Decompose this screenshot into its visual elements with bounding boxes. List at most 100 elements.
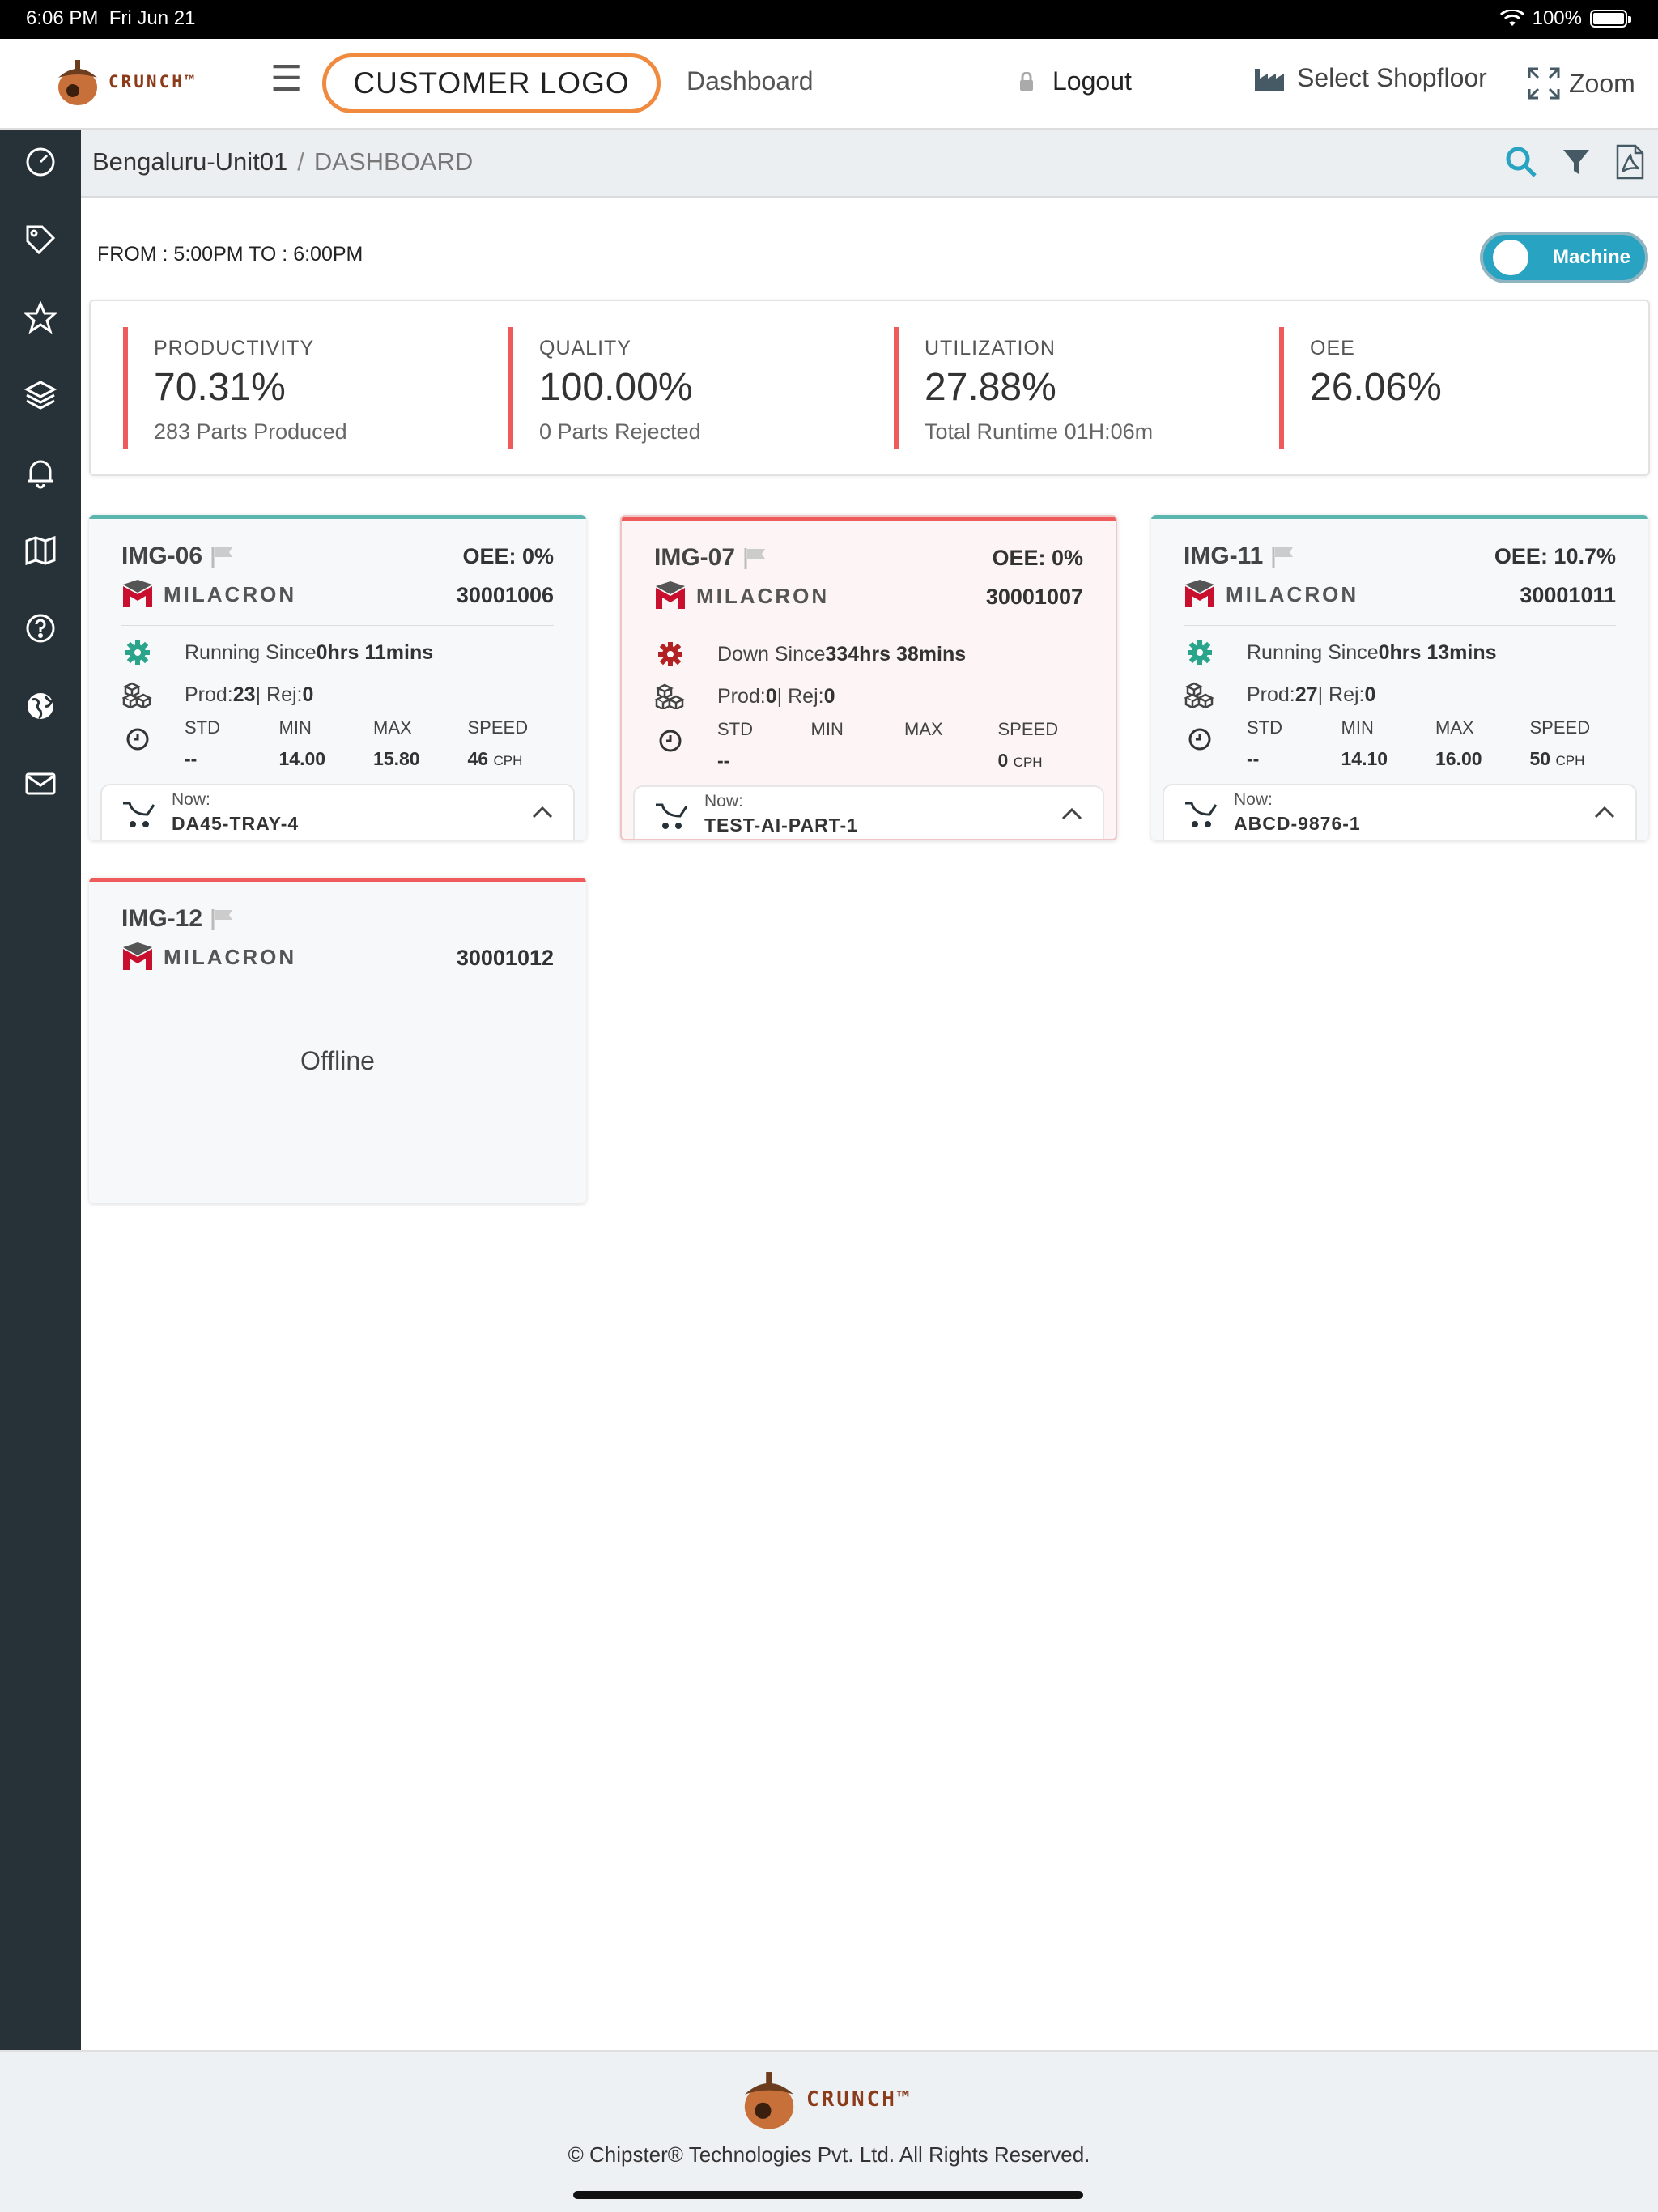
search-icon[interactable]: [1504, 145, 1538, 179]
machine-name: IMG-12: [121, 905, 235, 933]
kpi-sub: 0 Parts Rejected: [539, 419, 701, 444]
machine-status: Running Since 0hrs 13mins: [1184, 640, 1616, 666]
acorn-logo-icon: [58, 60, 97, 105]
toggle-label: Machine: [1553, 246, 1631, 268]
menu-hamburger-icon[interactable]: ☰: [270, 59, 303, 99]
brand-name: CRUNCH™: [108, 72, 198, 91]
footer: CRUNCH™ © Chipster® Technologies Pvt. Lt…: [0, 2050, 1658, 2212]
offline-status: Offline: [300, 1046, 375, 1075]
pdf-icon[interactable]: [1614, 144, 1645, 180]
bell-icon[interactable]: [21, 453, 60, 492]
toolbar: [1504, 144, 1645, 180]
breadcrumb-bar: Bengaluru-Unit01 / DASHBOARD: [81, 130, 1658, 198]
map-icon[interactable]: [21, 531, 60, 570]
flag-icon[interactable]: [743, 547, 767, 569]
current-part-panel[interactable]: Now: DA45-TRAY-4: [100, 784, 575, 840]
tag-icon[interactable]: [21, 220, 60, 259]
breadcrumb-current: DASHBOARD: [313, 147, 474, 176]
kpi-title: QUALITY: [539, 337, 631, 359]
maker-logo: MILACRON: [1184, 580, 1358, 609]
lock-icon: [1020, 71, 1033, 91]
clock-icon: [659, 730, 682, 752]
home-indicator[interactable]: [573, 2191, 1083, 2199]
boxes-icon: [122, 682, 152, 708]
machine-name: IMG-11: [1184, 542, 1295, 570]
help-icon[interactable]: [21, 609, 60, 648]
gear-icon: [658, 642, 682, 666]
machine-oee: OEE: 0%: [992, 546, 1083, 570]
copyright: © Chipster® Technologies Pvt. Ltd. All R…: [568, 2142, 1090, 2167]
zoom-button[interactable]: Zoom: [1527, 66, 1635, 100]
kpi-value: 26.06%: [1310, 366, 1442, 409]
status-bar: 6:06 PM Fri Jun 21 100%: [0, 0, 1658, 39]
breadcrumb-location[interactable]: Bengaluru-Unit01: [92, 147, 288, 176]
nav-dashboard-link[interactable]: Dashboard: [687, 66, 814, 96]
chevron-up-icon[interactable]: [1061, 806, 1083, 821]
kpi-quality: QUALITY 100.00% 0 Parts Rejected: [508, 327, 701, 449]
clock-icon: [1188, 728, 1211, 751]
star-icon[interactable]: [21, 298, 60, 337]
machine-serial: 30001012: [456, 946, 554, 970]
kpi-productivity: PRODUCTIVITY 70.31% 283 Parts Produced: [123, 327, 347, 449]
footer-brand: CRUNCH™: [806, 2087, 912, 2112]
cycle-stats: STD -- MIN 14.00 MAX 15.80 SPEED 46 CPH: [185, 717, 529, 769]
machine-status: Down Since 334hrs 38mins: [654, 641, 1083, 667]
current-part-panel[interactable]: Now: TEST-AI-PART-1: [633, 785, 1104, 839]
cycle-time-row: [654, 729, 1083, 753]
flag-icon[interactable]: [210, 908, 235, 930]
machine-serial: 30001006: [456, 583, 554, 607]
brand-logo[interactable]: CRUNCH™: [53, 57, 198, 107]
select-shopfloor-label: Select Shopfloor: [1297, 63, 1487, 92]
cycle-stats: STD -- MIN 14.10 MAX 16.00 SPEED 50 CPH: [1247, 717, 1591, 769]
flag-icon[interactable]: [210, 545, 235, 568]
cycle-time-row: [121, 727, 554, 751]
machine-production: Prod: 0 | Rej: 0: [654, 683, 1083, 709]
kpi-title: OEE: [1310, 337, 1355, 359]
boxes-icon: [1184, 682, 1214, 708]
gear-icon: [125, 640, 150, 665]
machine-card[interactable]: IMG-11 OEE: 10.7% MILACRON 30001011 Running …: [1151, 515, 1648, 840]
globe-icon[interactable]: [21, 687, 60, 725]
mail-icon[interactable]: [21, 764, 60, 803]
cycle-stats: STD -- MIN MAX SPEED 0 CPH: [717, 719, 1059, 771]
sidebar: [0, 130, 81, 2050]
kpi-title: UTILIZATION: [925, 337, 1056, 359]
footer-logo: CRUNCH™: [738, 2068, 912, 2131]
kpi-value: 70.31%: [154, 366, 286, 409]
current-part-panel[interactable]: Now: ABCD-9876-1: [1163, 784, 1637, 840]
chevron-up-icon[interactable]: [1593, 805, 1616, 819]
top-navbar: CRUNCH™ ☰ CUSTOMER LOGO Dashboard Logout…: [0, 39, 1658, 130]
layers-icon[interactable]: [21, 376, 60, 415]
kpi-oee: OEE 26.06%: [1279, 327, 1442, 449]
kpi-panel: PRODUCTIVITY 70.31% 283 Parts Produced Q…: [89, 300, 1650, 476]
clock-icon: [126, 728, 149, 751]
boxes-icon: [655, 683, 685, 709]
filter-icon[interactable]: [1561, 147, 1592, 177]
kpi-sub: Total Runtime 01H:06m: [925, 419, 1154, 444]
toggle-knob: [1493, 240, 1528, 275]
dashboard-gauge-icon[interactable]: [21, 143, 60, 181]
machine-card[interactable]: IMG-06 OEE: 0% MILACRON 30001006 Running Sin…: [89, 515, 586, 840]
cart-icon: [656, 803, 688, 829]
machine-production: Prod: 27 | Rej: 0: [1184, 682, 1616, 708]
kpi-value: 27.88%: [925, 366, 1056, 409]
logout-button[interactable]: Logout: [1018, 66, 1132, 96]
machine-card[interactable]: IMG-07 OEE: 0% MILACRON 30001007 Down Since …: [620, 515, 1117, 840]
maker-logo: MILACRON: [121, 580, 296, 609]
select-shopfloor-button[interactable]: Select Shopfloor: [1253, 63, 1487, 93]
battery-percent: 100%: [1532, 7, 1582, 29]
status-right: 100%: [1499, 7, 1631, 30]
breadcrumb: Bengaluru-Unit01 / DASHBOARD: [92, 147, 473, 177]
customer-logo: CUSTOMER LOGO: [322, 53, 661, 113]
chevron-up-icon[interactable]: [531, 805, 554, 819]
battery-icon: [1590, 10, 1631, 28]
machine-card-img-12[interactable]: IMG-12 MILACRON 30001012 Offline: [89, 878, 586, 1203]
machine-serial: 30001011: [1520, 583, 1616, 607]
machine-toggle[interactable]: Machine: [1480, 232, 1648, 283]
breadcrumb-separator: /: [297, 147, 304, 176]
flag-icon[interactable]: [1271, 545, 1295, 568]
milacron-logo-icon: [656, 581, 685, 609]
kpi-sub: 283 Parts Produced: [154, 419, 347, 444]
factory-icon: [1255, 68, 1284, 91]
acorn-logo-icon: [744, 2072, 794, 2129]
